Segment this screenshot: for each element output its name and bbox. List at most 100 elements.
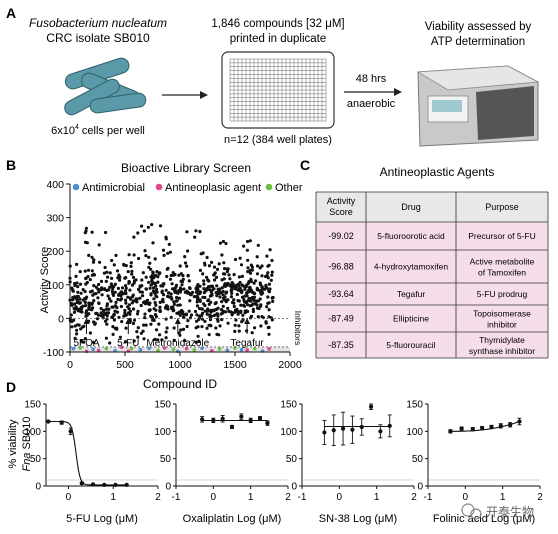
data-point bbox=[246, 299, 250, 303]
data-point bbox=[175, 295, 179, 300]
data-point bbox=[202, 302, 206, 306]
data-point bbox=[260, 264, 264, 268]
data-point bbox=[73, 302, 77, 306]
data-point bbox=[120, 286, 125, 290]
data-point bbox=[132, 253, 136, 257]
isolate-name: CRC isolate SB010 bbox=[46, 31, 150, 45]
panel-label-d: D bbox=[6, 379, 16, 395]
data-point bbox=[265, 305, 269, 309]
table-cell-score: -99.02 bbox=[328, 231, 354, 241]
data-point bbox=[459, 426, 464, 431]
data-point bbox=[265, 286, 269, 290]
data-point bbox=[184, 313, 189, 317]
data-point bbox=[75, 332, 79, 336]
watermark-icon bbox=[470, 508, 482, 520]
data-point bbox=[222, 298, 227, 302]
data-point bbox=[72, 310, 77, 314]
data-point bbox=[250, 331, 254, 335]
data-point bbox=[146, 225, 150, 229]
data-point bbox=[120, 320, 124, 324]
data-point bbox=[241, 303, 246, 307]
organism-name: Fusobacterium nucleatum bbox=[29, 16, 167, 30]
data-point bbox=[164, 288, 168, 292]
data-point bbox=[171, 271, 175, 275]
table-row-bg bbox=[316, 283, 548, 305]
data-point bbox=[202, 282, 206, 286]
data-point bbox=[118, 335, 122, 339]
x-tick-label: 500 bbox=[116, 359, 134, 371]
x-tick-label: 0 bbox=[463, 492, 469, 503]
data-point bbox=[237, 329, 241, 333]
watermark: 开泰生物 bbox=[461, 503, 534, 520]
data-point bbox=[124, 286, 128, 290]
data-point bbox=[180, 283, 184, 287]
data-point bbox=[185, 264, 189, 268]
data-point bbox=[266, 301, 270, 305]
data-point bbox=[182, 287, 186, 291]
data-point bbox=[126, 270, 130, 274]
data-point bbox=[198, 314, 202, 318]
data-point bbox=[186, 319, 190, 323]
printed-text: printed in duplicate bbox=[230, 33, 327, 45]
data-point bbox=[153, 281, 157, 286]
data-point bbox=[136, 326, 140, 330]
data-point bbox=[217, 262, 221, 266]
data-point bbox=[200, 317, 205, 321]
data-point bbox=[195, 304, 200, 308]
data-point bbox=[368, 404, 374, 409]
data-point bbox=[232, 285, 236, 289]
scatter-points bbox=[68, 223, 275, 345]
data-point bbox=[164, 306, 168, 310]
data-point bbox=[183, 290, 187, 294]
table-cell-score: -87.49 bbox=[328, 314, 354, 324]
data-point bbox=[136, 309, 140, 313]
data-point bbox=[111, 332, 115, 336]
data-point bbox=[132, 339, 136, 343]
x-axis-label: SN-38 Log (μM) bbox=[319, 513, 397, 525]
data-point bbox=[187, 291, 191, 295]
data-point bbox=[113, 290, 117, 294]
data-point bbox=[123, 308, 127, 313]
data-point bbox=[197, 339, 201, 343]
data-point bbox=[113, 482, 118, 488]
data-point bbox=[239, 309, 243, 313]
data-point bbox=[267, 308, 271, 312]
data-point bbox=[166, 266, 170, 270]
data-point bbox=[127, 281, 131, 285]
data-point bbox=[207, 264, 212, 268]
data-point-antimicrobial bbox=[200, 346, 204, 351]
data-point bbox=[145, 298, 150, 302]
data-point bbox=[112, 318, 116, 322]
data-point bbox=[110, 305, 114, 309]
x-tick-label: 1 bbox=[110, 492, 116, 503]
data-point bbox=[238, 256, 242, 260]
data-point bbox=[448, 429, 453, 434]
data-point bbox=[212, 265, 217, 269]
data-point-other bbox=[104, 346, 109, 351]
data-point bbox=[246, 303, 250, 307]
data-point bbox=[208, 294, 212, 298]
data-point bbox=[185, 324, 189, 329]
data-point bbox=[113, 304, 118, 308]
data-point bbox=[75, 281, 79, 285]
y-tick-label: 100 bbox=[280, 427, 297, 438]
data-point bbox=[160, 290, 164, 295]
data-point-antimicrobial bbox=[225, 348, 230, 353]
data-point bbox=[259, 283, 263, 287]
data-point bbox=[242, 244, 246, 248]
data-point bbox=[136, 287, 141, 291]
data-point bbox=[102, 271, 106, 275]
data-point bbox=[81, 325, 85, 329]
data-point bbox=[75, 328, 79, 332]
data-point bbox=[75, 297, 79, 301]
data-point bbox=[129, 261, 133, 265]
data-point bbox=[225, 290, 229, 294]
data-point bbox=[164, 304, 169, 308]
data-point bbox=[198, 229, 202, 234]
data-point-antineoplastic bbox=[119, 345, 124, 350]
data-point bbox=[172, 300, 176, 304]
data-point bbox=[131, 275, 136, 279]
data-point bbox=[142, 323, 146, 327]
data-point bbox=[200, 307, 204, 311]
data-point bbox=[77, 323, 81, 327]
